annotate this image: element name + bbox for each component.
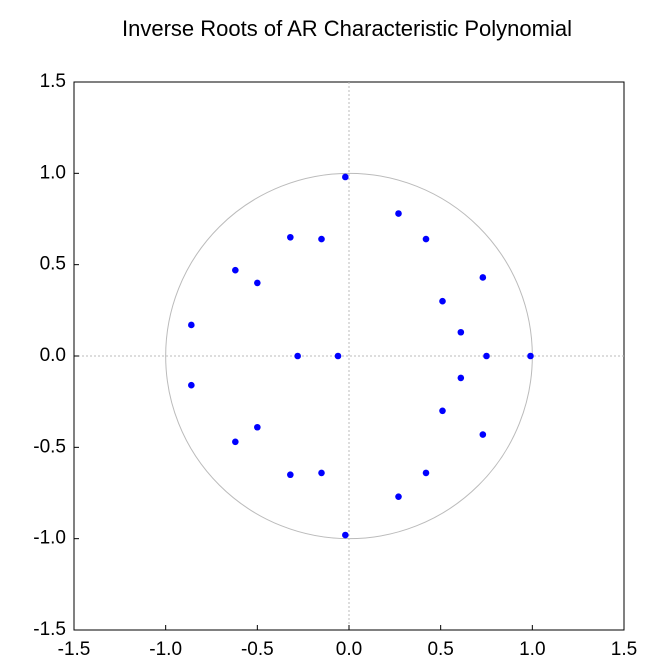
x-tick-label: 0.5 xyxy=(427,639,453,660)
chart-title: Inverse Roots of AR Characteristic Polyn… xyxy=(122,16,572,41)
x-tick-label: -1.0 xyxy=(149,639,182,660)
point xyxy=(232,266,239,274)
y-tick-label: -0.5 xyxy=(33,436,66,457)
point xyxy=(483,352,490,360)
point xyxy=(342,531,349,539)
point xyxy=(318,469,325,477)
point xyxy=(232,438,239,446)
y-tick-label: 0.0 xyxy=(40,345,66,366)
point xyxy=(422,469,430,477)
x-tick-label: 1.5 xyxy=(611,639,637,660)
point xyxy=(439,407,446,415)
point xyxy=(395,210,402,217)
point xyxy=(527,352,534,360)
point xyxy=(188,381,195,389)
point xyxy=(287,233,294,241)
point xyxy=(318,235,325,243)
point xyxy=(188,321,195,329)
point xyxy=(287,471,294,479)
point xyxy=(254,279,261,287)
y-tick-label: 0.5 xyxy=(40,254,66,275)
point xyxy=(342,173,349,181)
x-tick-label: -1.5 xyxy=(58,639,91,660)
y-tick-label: -1.5 xyxy=(33,619,66,640)
point xyxy=(294,352,301,360)
point xyxy=(395,493,402,500)
y-tick-label: 1.0 xyxy=(40,162,66,183)
point xyxy=(439,297,446,305)
point xyxy=(334,352,342,360)
y-tick-label: -1.0 xyxy=(33,528,66,549)
point xyxy=(457,328,465,336)
point xyxy=(422,235,430,243)
x-tick-label: 0.0 xyxy=(336,639,362,660)
point xyxy=(457,374,465,382)
point xyxy=(254,423,261,431)
x-tick-label: -0.5 xyxy=(241,639,274,660)
point xyxy=(479,431,487,438)
y-tick-label: 1.5 xyxy=(40,71,66,92)
point xyxy=(479,274,487,281)
x-tick-label: 1.0 xyxy=(519,639,545,660)
